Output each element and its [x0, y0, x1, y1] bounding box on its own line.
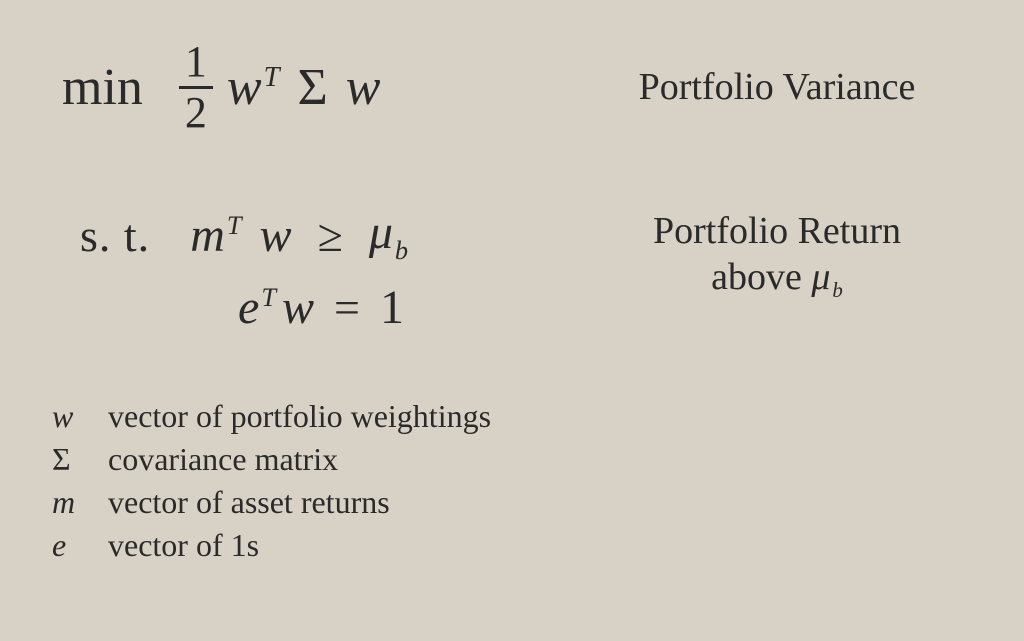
legend-text-e: vector of 1s — [108, 524, 259, 567]
m-transpose: mT — [190, 208, 241, 263]
constraint-sum: eT w = 1 — [80, 280, 580, 335]
mu: μ — [369, 206, 393, 259]
legend-row-e: e vector of 1s — [52, 524, 974, 567]
legend-text-m: vector of asset returns — [108, 481, 390, 524]
sup-T-1: T — [264, 62, 280, 93]
constraint-return: s. t. mT w ≥ μb — [80, 205, 580, 266]
above-prefix: above — [711, 256, 811, 298]
w1: w — [227, 59, 262, 116]
eq: = — [334, 281, 360, 334]
legend-row-w: w vector of portfolio weightings — [52, 395, 974, 438]
sub-b: b — [395, 235, 408, 265]
w-c2: w — [282, 280, 314, 335]
legend-row-m: m vector of asset returns — [52, 481, 974, 524]
constraints-label: Portfolio Return above μb — [580, 209, 974, 303]
constraints-math: s. t. mT w ≥ μb eT w = 1 — [50, 205, 580, 335]
legend-sym-w: w — [52, 395, 90, 438]
one: 1 — [380, 280, 404, 335]
e-transpose: eT — [238, 280, 276, 335]
min-op: min — [62, 58, 143, 117]
one-half: 1 2 — [179, 40, 213, 135]
frac-den: 2 — [179, 86, 213, 135]
label-mu-b: μb — [811, 256, 843, 298]
legend-sym-e: e — [52, 524, 90, 567]
legend-text-w: vector of portfolio weightings — [108, 395, 491, 438]
sup-T-2: T — [227, 210, 242, 240]
legend: w vector of portfolio weightings Σ covar… — [50, 395, 974, 568]
legend-sym-m: m — [52, 481, 90, 524]
constraints-label-line2: above μb — [580, 255, 974, 304]
subject-to: s. t. — [80, 209, 150, 262]
frac-num: 1 — [179, 40, 213, 86]
objective-math: min 1 2 wT Σ w — [50, 40, 580, 135]
objective-expr: min 1 2 wT Σ w — [50, 40, 580, 135]
w-c1: w — [260, 208, 292, 263]
legend-row-sigma: Σ covariance matrix — [52, 438, 974, 481]
sup-T-3: T — [261, 282, 276, 312]
geq: ≥ — [318, 209, 343, 262]
label-sub-b: b — [832, 278, 842, 302]
legend-sym-sigma: Σ — [52, 438, 90, 481]
m: m — [190, 209, 225, 262]
mu-b: μb — [369, 205, 408, 266]
sigma: Σ — [298, 58, 328, 117]
objective-label: Portfolio Variance — [580, 65, 974, 111]
constraints-label-line1: Portfolio Return — [580, 209, 974, 255]
slide: min 1 2 wT Σ w Portfolio Variance s. t. — [0, 0, 1024, 641]
w-transpose: wT — [227, 58, 280, 117]
constraints-row: s. t. mT w ≥ μb eT w = 1 — [50, 205, 974, 335]
label-mu: μ — [811, 256, 830, 298]
legend-text-sigma: covariance matrix — [108, 438, 338, 481]
constraints-block: s. t. mT w ≥ μb eT w = 1 — [50, 205, 580, 335]
e: e — [238, 281, 259, 334]
w2: w — [346, 58, 381, 117]
objective-row: min 1 2 wT Σ w Portfolio Variance — [50, 40, 974, 135]
